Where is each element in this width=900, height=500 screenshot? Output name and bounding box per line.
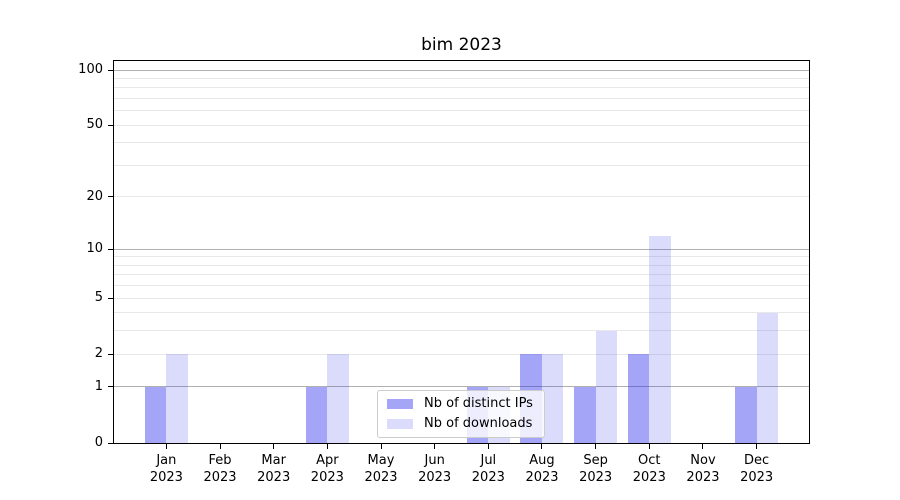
y-tick-label-1: 1 — [94, 378, 103, 394]
y-tickmark-1 — [108, 386, 113, 388]
gridline-minor-50 — [114, 124, 809, 126]
x-tickmark-apr — [326, 444, 328, 449]
y-tick-label-2: 2 — [94, 346, 103, 362]
gridline-major-100 — [114, 69, 809, 71]
x-tick-label-jan: Jan 2023 — [149, 453, 183, 485]
gridline-minor-90 — [114, 77, 809, 79]
gridline-minor-3 — [114, 330, 809, 332]
plot-area: Nb of distinct IPs Nb of downloads — [113, 60, 810, 444]
legend-label-distinct-ips: Nb of distinct IPs — [424, 396, 533, 411]
x-tick-label-sep: Sep 2023 — [579, 453, 613, 485]
x-tick-label-jul: Jul 2023 — [471, 453, 505, 485]
x-tickmark-nov — [702, 444, 704, 449]
x-tickmark-aug — [541, 444, 543, 449]
gridline-major-10 — [114, 248, 809, 250]
x-tick-label-oct: Oct 2023 — [632, 453, 666, 485]
x-tickmark-jun — [434, 444, 436, 449]
y-tickmark-100 — [108, 69, 113, 71]
x-tickmark-oct — [648, 444, 650, 449]
x-tick-label-aug: Aug 2023 — [525, 453, 559, 485]
legend: Nb of distinct IPs Nb of downloads — [377, 390, 545, 438]
x-tick-label-apr: Apr 2023 — [310, 453, 344, 485]
bar-distinct-ips-dec — [735, 387, 757, 443]
y-tick-label-10: 10 — [86, 241, 103, 257]
x-tickmark-dec — [756, 444, 758, 449]
y-tick-label-20: 20 — [86, 188, 103, 204]
bar-distinct-ips-apr — [305, 387, 328, 443]
gridline-minor-7 — [114, 274, 809, 276]
x-tickmark-jul — [487, 444, 489, 449]
x-tickmark-feb — [219, 444, 221, 449]
x-tick-label-feb: Feb 2023 — [203, 453, 237, 485]
gridline-major-1 — [114, 386, 809, 388]
bar-distinct-ips-oct — [627, 354, 650, 443]
y-tick-label-100: 100 — [78, 62, 103, 78]
x-tickmark-jan — [165, 444, 167, 449]
x-tick-label-nov: Nov 2023 — [686, 453, 720, 485]
legend-row-distinct-ips: Nb of distinct IPs — [387, 396, 535, 412]
x-tickmark-may — [380, 444, 382, 449]
chart-title: bim 2023 — [421, 35, 502, 55]
bar-downloads-apr — [327, 354, 349, 443]
y-tick-label-0: 0 — [94, 435, 103, 450]
bar-downloads-oct — [649, 235, 671, 443]
gridline-minor-6 — [114, 285, 809, 287]
gridline-minor-20 — [114, 196, 809, 198]
y-tickmark-10 — [108, 248, 113, 250]
gridline-minor-4 — [114, 312, 809, 314]
bar-distinct-ips-sep — [574, 387, 596, 443]
gridline-minor-80 — [114, 87, 809, 89]
gridline-minor-60 — [114, 110, 809, 112]
x-tickmark-sep — [595, 444, 597, 449]
legend-swatch-distinct-ips-icon — [387, 399, 413, 409]
y-tickmark-2 — [108, 353, 113, 355]
y-tick-label-5: 5 — [94, 290, 103, 306]
gridline-minor-70 — [114, 98, 809, 100]
x-tickmark-mar — [273, 444, 275, 449]
x-tick-label-jun: Jun 2023 — [418, 453, 452, 485]
legend-label-downloads: Nb of downloads — [424, 416, 533, 431]
bar-distinct-ips-jan — [144, 387, 167, 443]
y-tickmark-5 — [108, 297, 113, 299]
gridline-minor-40 — [114, 142, 809, 144]
gridline-minor-2 — [114, 353, 809, 355]
y-tickmark-20 — [108, 196, 113, 198]
bar-downloads-sep — [595, 330, 618, 443]
gridline-minor-30 — [114, 165, 809, 166]
x-tick-label-mar: Mar 2023 — [257, 453, 291, 485]
gridline-minor-8 — [114, 264, 809, 266]
gridline-minor-5 — [114, 297, 809, 299]
x-tick-label-may: May 2023 — [364, 453, 398, 485]
bar-downloads-aug — [541, 354, 564, 443]
y-tickmark-0 — [108, 442, 113, 444]
legend-swatch-downloads-icon — [387, 419, 413, 429]
x-tick-label-dec: Dec 2023 — [740, 453, 774, 485]
bar-downloads-jan — [166, 354, 188, 443]
gridline-minor-9 — [114, 256, 809, 258]
legend-row-downloads: Nb of downloads — [387, 416, 535, 432]
bar-downloads-dec — [756, 312, 779, 443]
y-tick-label-50: 50 — [86, 117, 103, 133]
y-tickmark-50 — [108, 124, 113, 126]
